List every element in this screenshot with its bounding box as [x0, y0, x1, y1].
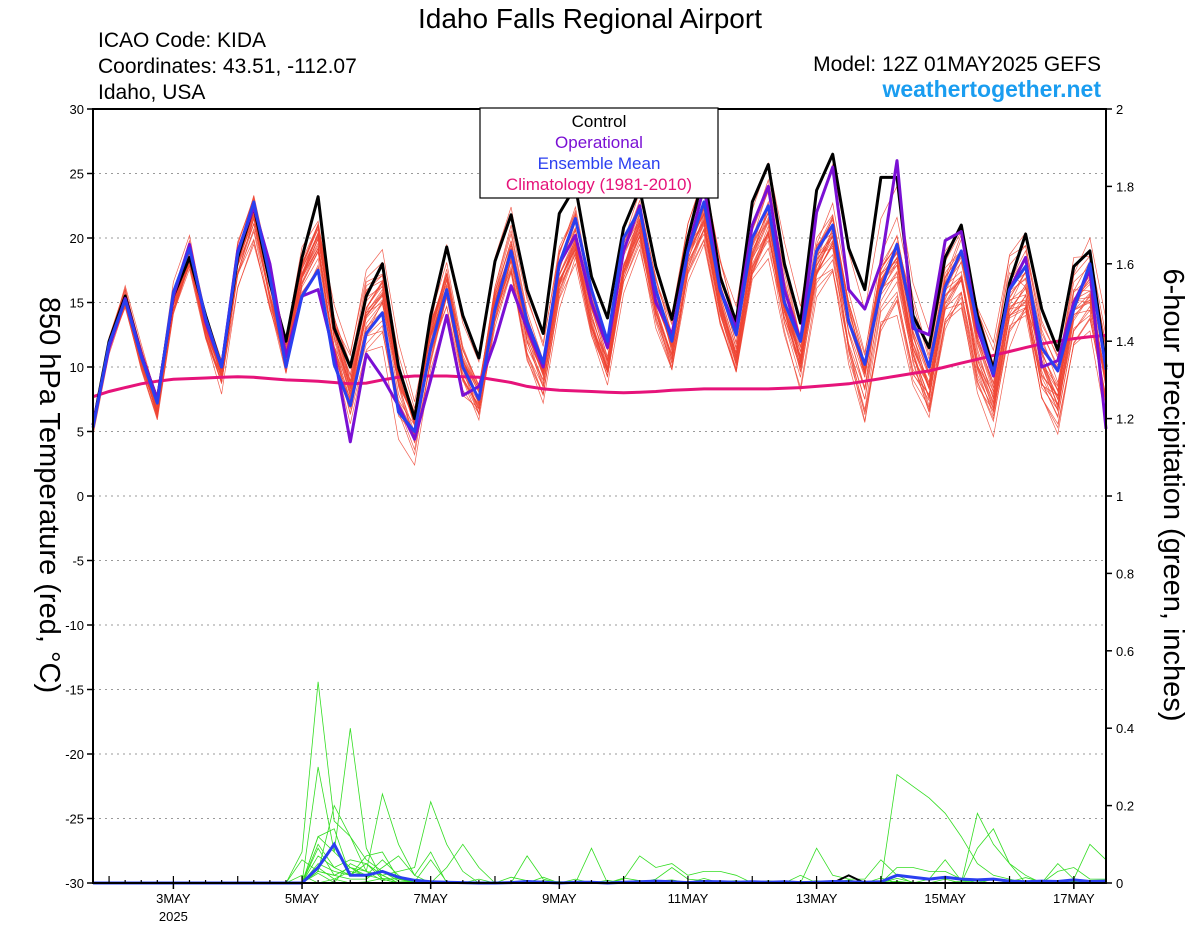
right-tick-label: 0.2: [1116, 799, 1134, 814]
x-year-label: 2025: [159, 909, 188, 924]
left-tick-label: 10: [70, 360, 84, 375]
chart-title: Idaho Falls Regional Airport: [418, 3, 762, 34]
precip-member-line: [93, 681, 1106, 884]
left-tick-label: 20: [70, 231, 84, 246]
coordinates: Coordinates: 43.51, -112.07: [98, 55, 357, 78]
right-tick-label: 1.2: [1116, 412, 1134, 427]
x-tick-label: 17MAY: [1053, 891, 1095, 906]
left-tick-label: -25: [65, 812, 84, 827]
left-tick-label: 5: [77, 425, 84, 440]
left-tick-label: -5: [72, 554, 84, 569]
legend-box: [479, 107, 719, 199]
right-tick-label: 1.4: [1116, 334, 1134, 349]
main-series: [91, 152, 1108, 885]
left-tick-label: 0: [77, 489, 84, 504]
legend-climatology: Climatology (1981-2010): [506, 175, 692, 194]
climatology-line: [92, 333, 1107, 399]
right-tick-label: 1: [1116, 489, 1123, 504]
x-tick-label: 11MAY: [668, 891, 709, 906]
x-tick-label: 5MAY: [285, 891, 320, 906]
icao-code: ICAO Code: KIDA: [98, 29, 266, 52]
right-tick-label: 0: [1116, 876, 1123, 891]
left-tick-label: -10: [65, 618, 84, 633]
right-tick-label: 1.6: [1116, 257, 1134, 272]
precip-member-line: [93, 828, 1106, 884]
left-tick-label: 30: [70, 102, 84, 117]
precip-member-line: [93, 773, 1106, 884]
left-tick-label: -30: [65, 876, 84, 891]
x-tick-label: 9MAY: [542, 891, 577, 906]
right-tick-label: 2: [1116, 102, 1123, 117]
precip-member-line: [93, 812, 1107, 884]
x-tick-label: 7MAY: [413, 891, 448, 906]
left-tick-label: -20: [65, 747, 84, 762]
region: Idaho, USA: [98, 81, 205, 104]
brand-link[interactable]: weathertogether.net: [881, 76, 1101, 102]
mean-precip-line: [93, 841, 1107, 885]
legend: Control Operational Ensemble Mean Climat…: [479, 107, 719, 199]
temp-member-line: [92, 210, 1107, 427]
x-tick-label: 13MAY: [796, 891, 838, 906]
left-tick-label: 25: [70, 167, 84, 182]
precip-member-line: [93, 792, 1106, 884]
precip-members: [93, 681, 1107, 884]
legend-ensemble-mean: Ensemble Mean: [538, 154, 661, 173]
left-tick-label: -15: [65, 683, 84, 698]
right-tick-label: 0.4: [1116, 721, 1134, 736]
x-tick-label: 15MAY: [924, 891, 966, 906]
left-axis-label: 850 hPa Temperature (red, °C): [33, 297, 65, 693]
legend-operational: Operational: [555, 133, 643, 152]
axes: 302520151050-5-10-15-20-25-3021.81.61.41…: [65, 102, 1134, 924]
right-tick-label: 1.8: [1116, 179, 1134, 194]
ensemble-mean-line: [91, 200, 1108, 433]
precip-member-line: [93, 728, 1106, 884]
right-tick-label: 0.6: [1116, 644, 1134, 659]
x-tick-label: 3MAY: [156, 891, 191, 906]
right-axis-label: 6-hour Precipitation (green, inches): [1157, 269, 1189, 722]
model-run: Model: 12Z 01MAY2025 GEFS: [813, 53, 1101, 76]
right-tick-label: 0.8: [1116, 566, 1134, 581]
left-tick-label: 15: [70, 296, 84, 311]
legend-control: Control: [572, 112, 627, 131]
